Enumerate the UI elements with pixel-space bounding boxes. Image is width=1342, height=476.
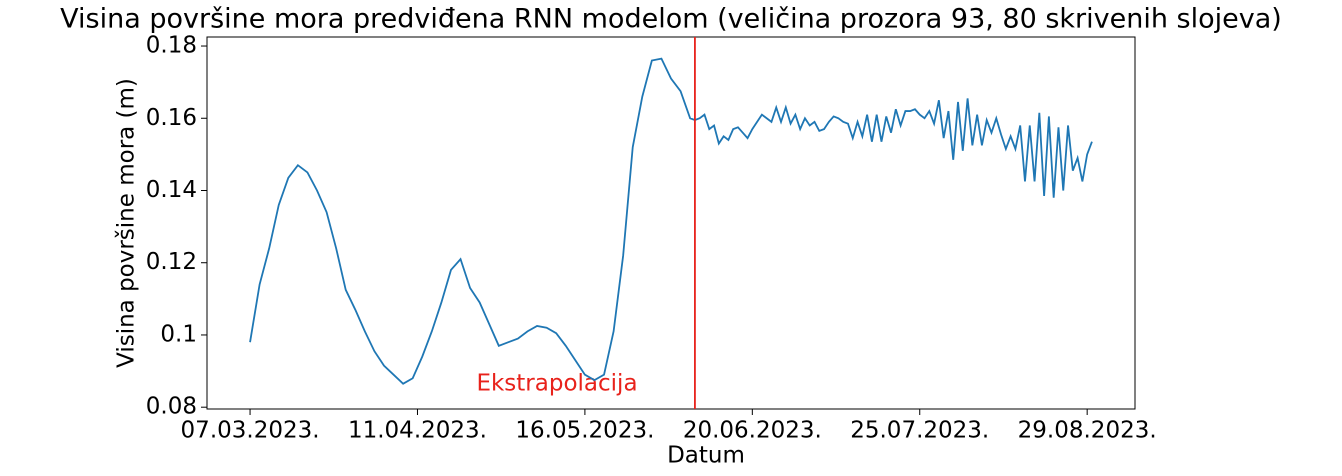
y-tick-label: 0.12: [146, 249, 197, 275]
x-tick-label: 29.08.2023.: [1018, 418, 1157, 444]
x-tick-label: 11.04.2023.: [348, 418, 487, 444]
x-tick-label: 20.06.2023.: [683, 418, 822, 444]
x-tick-label: 16.05.2023.: [515, 418, 654, 444]
annotation: Ekstrapolacija: [476, 371, 637, 397]
chart-title: Visina površine mora predviđena RNN mode…: [60, 4, 1282, 35]
plot-frame: [206, 36, 1136, 410]
y-tick-label: 0.1: [160, 321, 197, 347]
y-tick-label: 0.14: [146, 177, 197, 203]
x-axis-label: Datum: [667, 443, 745, 469]
x-tick-label: 07.03.2023.: [181, 418, 320, 444]
y-tick-label: 0.16: [146, 105, 197, 131]
data-line: [249, 57, 1093, 385]
y-tick-label: 0.18: [146, 33, 197, 59]
y-tick-label: 0.08: [146, 394, 197, 420]
y-axis-label: Visina površine mora (m): [114, 78, 140, 368]
x-tick-label: 25.07.2023.: [850, 418, 989, 444]
